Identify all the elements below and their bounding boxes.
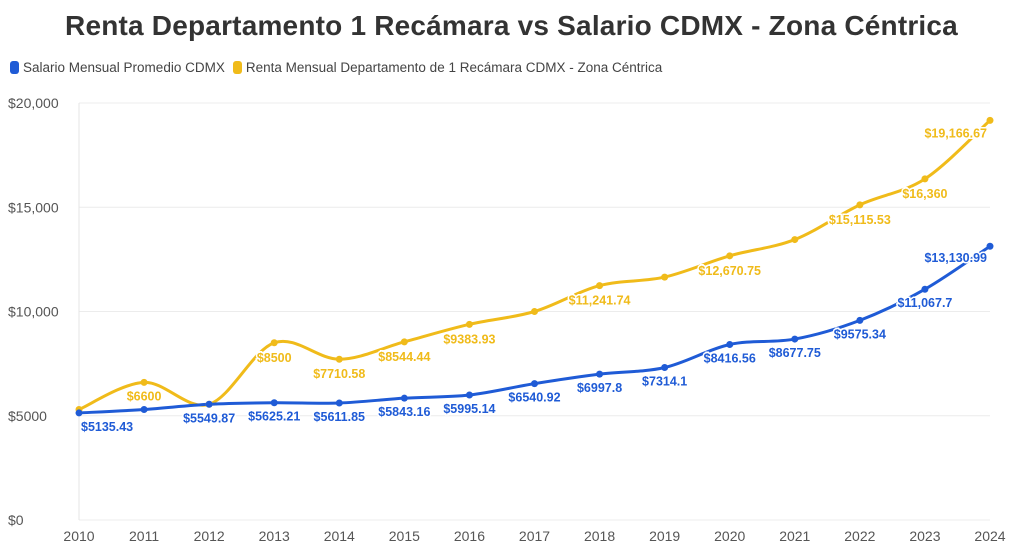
data-point-salario — [726, 341, 734, 349]
chart-title: Renta Departamento 1 Recámara vs Salario… — [65, 10, 958, 41]
data-point-renta — [270, 339, 278, 347]
data-point-salario — [661, 364, 669, 372]
x-tick-label: 2010 — [63, 528, 94, 544]
data-label-salario: $5843.16 — [378, 405, 430, 419]
data-point-renta — [921, 175, 929, 183]
data-label-renta: $16,360 — [902, 187, 947, 201]
data-label-salario: $5549.87 — [183, 411, 235, 425]
data-label-salario: $6540.92 — [508, 391, 560, 405]
data-point-renta — [335, 355, 343, 363]
data-point-salario — [856, 316, 864, 324]
data-label-salario: $9575.34 — [834, 327, 886, 341]
data-label-salario: $8416.56 — [704, 352, 756, 366]
data-point-renta — [856, 201, 864, 209]
y-tick-label: $5000 — [8, 408, 47, 424]
legend: Salario Mensual Promedio CDMX Renta Mens… — [10, 60, 662, 75]
data-label-renta: $8500 — [257, 351, 292, 365]
x-tick-label: 2012 — [194, 528, 225, 544]
y-tick-label: $20,000 — [8, 95, 59, 111]
data-label-salario: $11,067.7 — [897, 296, 952, 310]
x-tick-label: 2016 — [454, 528, 485, 544]
y-tick-label: $10,000 — [8, 304, 59, 320]
legend-label-renta: Renta Mensual Departamento de 1 Recámara… — [245, 60, 663, 75]
data-label-renta: $19,166.67 — [924, 126, 987, 140]
data-point-salario — [335, 399, 343, 407]
legend-swatch-renta — [232, 61, 242, 74]
x-tick-label: 2011 — [129, 528, 159, 544]
legend-swatch-salario — [10, 61, 19, 74]
x-tick-label: 2020 — [714, 528, 745, 544]
data-label-salario: $5995.14 — [443, 402, 495, 416]
data-label-renta: $12,670.75 — [698, 264, 761, 278]
x-tick-label: 2021 — [779, 528, 810, 544]
data-label-salario: $6997.8 — [577, 381, 622, 395]
data-point-renta — [791, 236, 799, 244]
legend-item-renta[interactable]: Renta Mensual Departamento de 1 Recámara… — [232, 60, 663, 75]
x-tick-label: 2019 — [649, 528, 680, 544]
data-label-salario: $5625.21 — [248, 410, 300, 424]
data-label-renta: $11,241.74 — [569, 294, 631, 308]
data-point-renta — [531, 308, 538, 315]
x-tick-label: 2013 — [259, 528, 290, 544]
x-tick-label: 2017 — [519, 528, 550, 544]
data-point-salario — [270, 399, 278, 407]
data-label-renta: $8544.44 — [378, 350, 430, 364]
x-tick-label: 2024 — [974, 528, 1005, 544]
data-point-salario — [75, 409, 83, 417]
data-label-salario: $13,130.99 — [924, 251, 987, 265]
data-point-salario — [921, 285, 929, 293]
data-label-salario: $7314.1 — [642, 375, 687, 389]
data-point-salario — [596, 370, 604, 378]
data-point-renta — [986, 116, 994, 124]
legend-label-salario: Salario Mensual Promedio CDMX — [23, 60, 225, 75]
y-tick-label: $15,000 — [8, 199, 59, 215]
data-point-salario — [531, 380, 538, 388]
data-label-salario: $5611.85 — [314, 410, 365, 424]
data-point-renta — [596, 282, 604, 290]
x-tick-label: 2014 — [324, 528, 355, 544]
x-tick-label: 2023 — [909, 528, 940, 544]
data-label-renta: $6600 — [127, 389, 162, 403]
data-label-renta: $7710.58 — [313, 367, 365, 381]
data-point-renta — [726, 252, 734, 260]
data-point-salario — [400, 394, 408, 402]
data-point-salario — [205, 400, 213, 408]
data-label-renta: $9383.93 — [443, 332, 495, 346]
data-point-salario — [140, 405, 148, 413]
y-tick-label: $0 — [8, 512, 24, 528]
data-point-salario — [791, 335, 799, 343]
data-label-salario: $8677.75 — [769, 346, 821, 360]
legend-item-salario[interactable]: Salario Mensual Promedio CDMX — [10, 60, 225, 75]
data-point-renta — [661, 273, 669, 281]
x-tick-label: 2018 — [584, 528, 615, 544]
series-line-renta — [78, 119, 992, 411]
data-label-renta: $15,115.53 — [829, 213, 891, 227]
data-point-salario — [986, 242, 994, 250]
data-point-salario — [465, 391, 473, 399]
x-tick-label: 2022 — [844, 528, 875, 544]
x-tick-label: 2015 — [389, 528, 420, 544]
data-point-renta — [400, 338, 408, 346]
data-point-renta — [465, 320, 473, 328]
data-label-salario: $5135.43 — [81, 420, 133, 434]
data-point-renta — [140, 378, 148, 386]
